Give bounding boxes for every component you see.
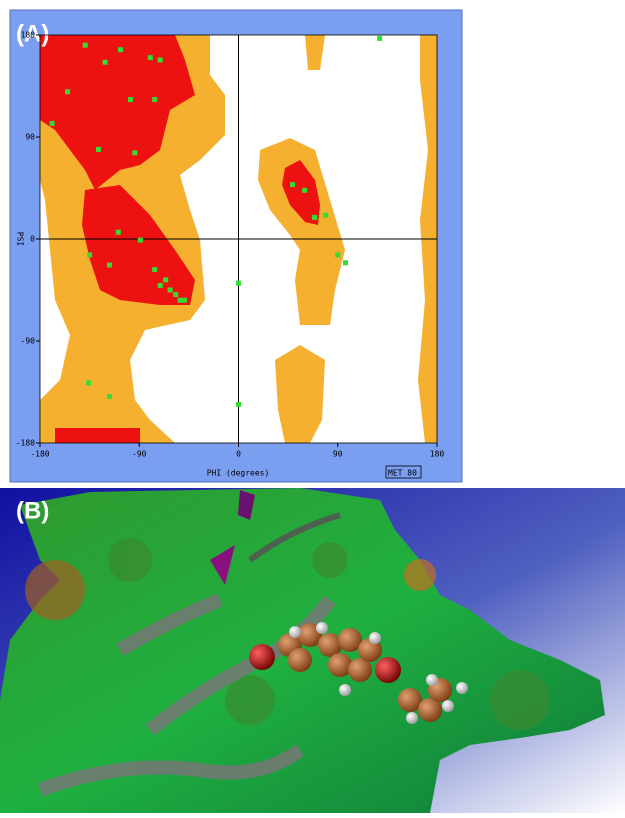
y-tick-label: -90 (21, 337, 36, 346)
point (163, 277, 168, 282)
y-tick-label: 0 (30, 235, 35, 244)
point (323, 213, 328, 218)
point (148, 55, 153, 60)
point (107, 394, 112, 399)
panel-label: (B) (16, 497, 49, 524)
figure: MET 80 PHI (degrees) PSI (A) -180-900901… (0, 0, 625, 813)
point (302, 188, 307, 193)
point (86, 380, 91, 385)
y-tick-label: -180 (16, 439, 35, 448)
point (178, 298, 183, 303)
x-tick-label: 180 (430, 450, 445, 459)
point (168, 288, 173, 293)
point (103, 60, 108, 65)
point (343, 260, 348, 265)
point (312, 215, 317, 220)
annotation: MET 80 (388, 469, 417, 478)
point (173, 292, 178, 297)
point (158, 283, 163, 288)
point (236, 281, 241, 286)
point (236, 402, 241, 407)
point (65, 89, 70, 94)
y-axis-label: PSI (16, 232, 25, 247)
point (132, 150, 137, 155)
point (107, 263, 112, 268)
point (335, 252, 340, 257)
y-tick-label: 90 (25, 133, 35, 142)
x-tick-label: 0 (236, 450, 241, 459)
x-tick-label: -90 (132, 450, 147, 459)
x-tick-label: -180 (30, 450, 49, 459)
point (50, 121, 55, 126)
point (138, 238, 143, 243)
point (290, 182, 295, 187)
x-tick-label: 90 (333, 450, 343, 459)
point (152, 267, 157, 272)
point (182, 298, 187, 303)
point (87, 252, 92, 257)
x-axis-label: PHI (degrees) (207, 469, 270, 478)
point (96, 147, 101, 152)
point (377, 36, 382, 41)
page: MET 80 PHI (degrees) PSI (A) -180-900901… (0, 0, 625, 818)
point (152, 97, 157, 102)
point (158, 57, 163, 62)
point (83, 43, 88, 48)
point (118, 47, 123, 52)
point (116, 230, 121, 235)
point (128, 97, 133, 102)
y-tick-label: 180 (21, 31, 36, 40)
